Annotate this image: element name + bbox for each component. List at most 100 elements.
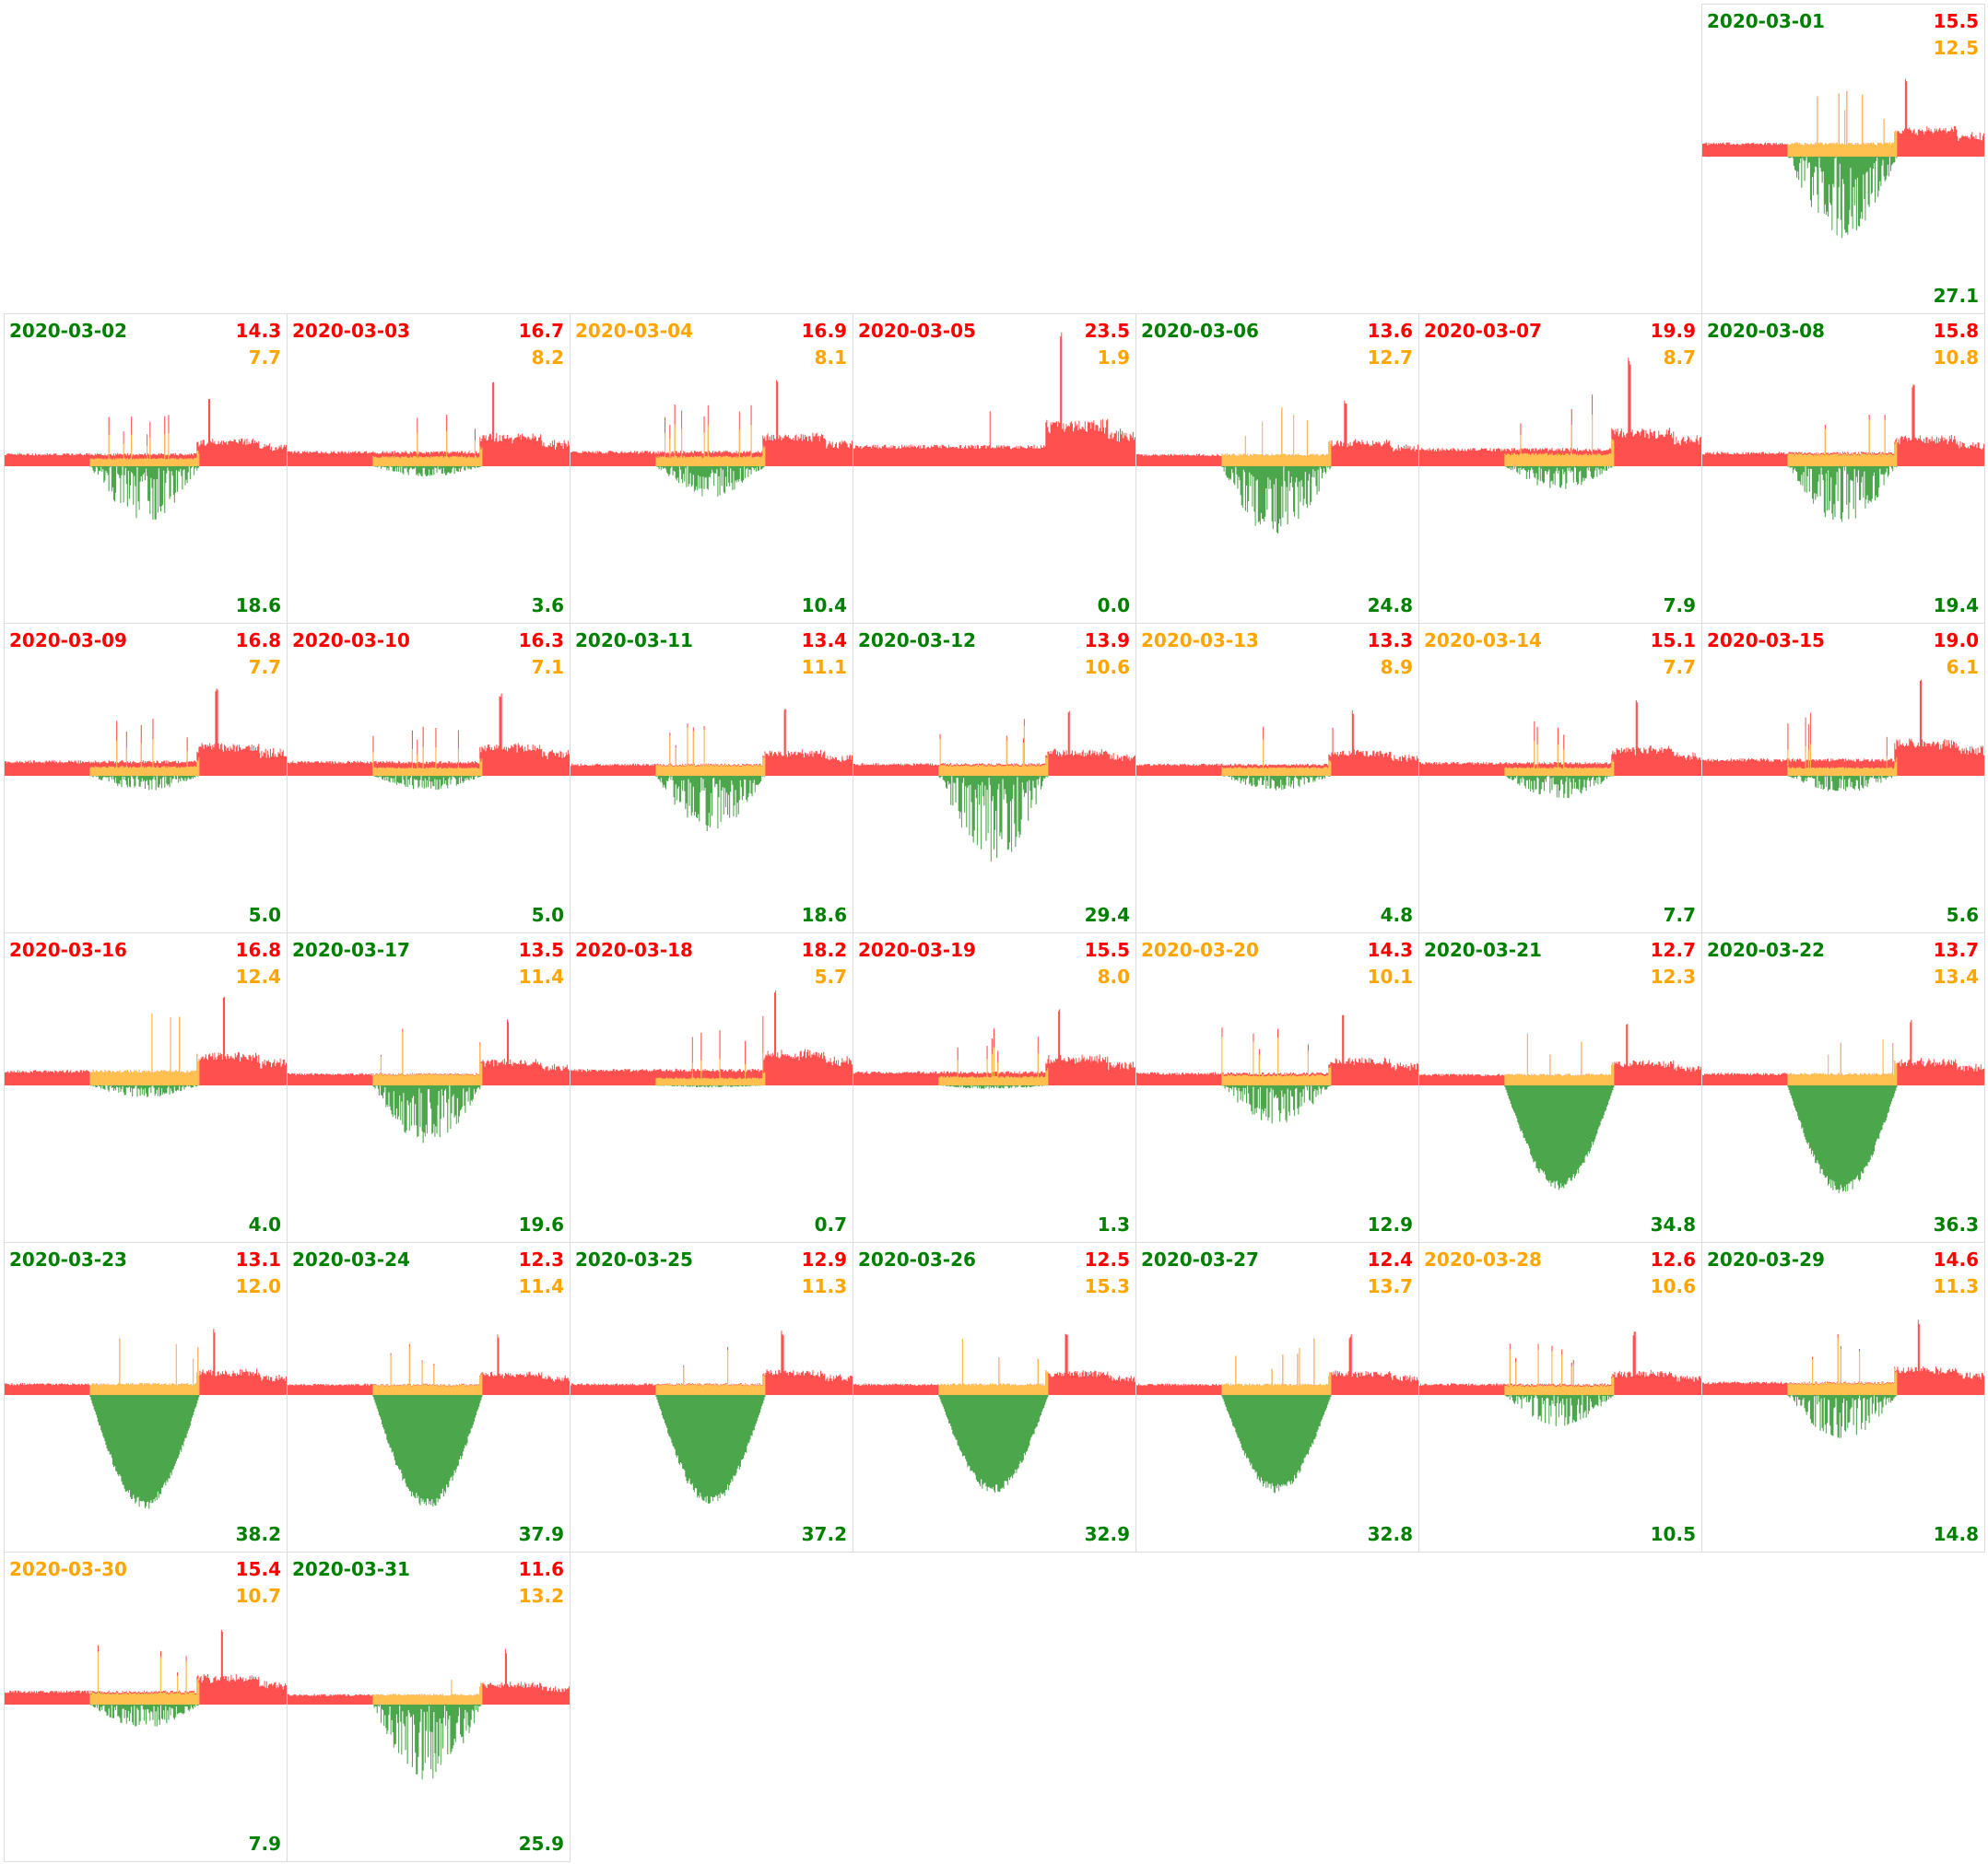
day-cell: 2020-03-19 15.5 8.0 1.3: [853, 932, 1136, 1243]
self-consumption-value: 10.6: [1650, 1275, 1696, 1297]
self-consumption-value: 12.0: [235, 1275, 281, 1297]
day-date-label: 2020-03-02: [9, 320, 127, 342]
production-value: 19.6: [518, 1213, 564, 1236]
self-consumption-value: 1.9: [1097, 346, 1130, 369]
day-chart: [571, 991, 853, 1088]
self-consumption-bars: [1419, 414, 1701, 466]
production-value: 18.6: [235, 594, 281, 616]
day-chart: [571, 709, 853, 831]
day-cell: 2020-03-18 18.2 5.7 0.7: [570, 932, 853, 1243]
day-cell: 2020-03-16 16.8 12.4 4.0: [4, 932, 288, 1243]
consumption-value: 13.6: [1367, 320, 1413, 342]
consumption-value: 15.4: [235, 1558, 281, 1580]
production-value: 5.0: [248, 904, 281, 926]
day-cell: 2020-03-10 16.3 7.1 5.0: [287, 623, 571, 933]
day-date-label: 2020-03-28: [1424, 1249, 1542, 1271]
day-cell: 2020-03-05 23.5 1.9 0.0: [853, 313, 1136, 624]
consumption-bars: [853, 1333, 1135, 1395]
self-consumption-bars: [1702, 1337, 1984, 1395]
self-consumption-bars: [1702, 1038, 1984, 1085]
day-date-label: 2020-03-25: [575, 1249, 693, 1271]
consumption-bars: [853, 710, 1135, 776]
consumption-value: 14.3: [235, 320, 281, 342]
production-bars: [1419, 1085, 1701, 1190]
production-bars: [1136, 776, 1418, 791]
day-chart: [288, 381, 570, 477]
consumption-value: 23.5: [1084, 320, 1130, 342]
production-value: 0.0: [1097, 594, 1130, 616]
production-value: 32.9: [1084, 1523, 1130, 1545]
day-cell: 2020-03-31 11.6 13.2 25.9: [287, 1552, 571, 1862]
day-chart: [1419, 700, 1701, 799]
day-chart: [5, 688, 287, 791]
production-bars: [288, 466, 570, 477]
consumption-value: 12.3: [518, 1249, 564, 1271]
production-bars: [1419, 466, 1701, 489]
production-bars: [571, 1085, 853, 1088]
production-bars: [853, 1085, 1135, 1089]
day-chart: [1419, 1331, 1701, 1426]
day-cell: 2020-03-26 12.5 15.3 32.9: [853, 1242, 1136, 1553]
production-value: 38.2: [235, 1523, 281, 1545]
day-chart: [1702, 78, 1984, 239]
day-chart: [288, 693, 570, 791]
production-bars: [1702, 1395, 1984, 1438]
day-date-label: 2020-03-30: [9, 1558, 127, 1580]
day-chart: [5, 398, 287, 520]
consumption-bars: [5, 1629, 287, 1705]
day-date-label: 2020-03-18: [575, 939, 693, 961]
production-bars: [1702, 466, 1984, 522]
production-bars: [5, 776, 287, 791]
consumption-value: 16.8: [235, 939, 281, 961]
consumption-bars: [1136, 1334, 1418, 1395]
self-consumption-value: 7.1: [531, 656, 564, 678]
day-chart: [5, 1629, 287, 1727]
consumption-bars: [288, 1334, 570, 1395]
consumption-value: 16.9: [801, 320, 847, 342]
production-bars: [1136, 466, 1418, 533]
self-consumption-value: 15.3: [1084, 1275, 1130, 1297]
day-chart: [5, 996, 287, 1097]
day-date-label: 2020-03-20: [1141, 939, 1259, 961]
day-date-label: 2020-03-22: [1707, 939, 1825, 961]
production-bars: [5, 466, 287, 520]
day-date-label: 2020-03-29: [1707, 1249, 1825, 1271]
production-bars: [288, 1705, 570, 1780]
day-date-label: 2020-03-04: [575, 320, 693, 342]
day-date-label: 2020-03-26: [858, 1249, 976, 1271]
consumption-bars: [571, 991, 853, 1085]
self-consumption-bars: [288, 430, 570, 466]
production-value: 27.1: [1933, 285, 1979, 307]
self-consumption-bars: [1136, 407, 1418, 466]
day-cell: 2020-03-14 15.1 7.7 7.7: [1418, 623, 1702, 933]
consumption-bars: [1702, 1020, 1984, 1085]
production-bars: [1419, 1395, 1701, 1426]
consumption-bars: [1419, 358, 1701, 466]
self-consumption-value: 12.5: [1933, 37, 1979, 59]
day-chart: [853, 1333, 1135, 1493]
production-value: 5.6: [1946, 904, 1979, 926]
consumption-value: 18.2: [801, 939, 847, 961]
self-consumption-value: 11.3: [1933, 1275, 1979, 1297]
production-bars: [288, 776, 570, 791]
consumption-bars: [1136, 709, 1418, 776]
consumption-value: 16.3: [518, 629, 564, 651]
day-chart: [1419, 1024, 1701, 1190]
consumption-value: 15.1: [1650, 629, 1696, 651]
day-chart: [1702, 1020, 1984, 1193]
production-value: 29.4: [1084, 904, 1130, 926]
self-consumption-value: 12.4: [235, 966, 281, 988]
consumption-value: 15.8: [1933, 320, 1979, 342]
self-consumption-value: 11.1: [801, 656, 847, 678]
day-date-label: 2020-03-13: [1141, 629, 1259, 651]
consumption-bars: [853, 332, 1135, 466]
self-consumption-value: 7.7: [1663, 656, 1696, 678]
production-value: 18.6: [801, 904, 847, 926]
consumption-bars: [1702, 1319, 1984, 1395]
day-date-label: 2020-03-10: [292, 629, 410, 651]
day-chart: [288, 1648, 570, 1780]
consumption-bars: [1136, 400, 1418, 466]
consumption-bars: [5, 996, 287, 1085]
day-cell: 2020-03-27 12.4 13.7 32.8: [1135, 1242, 1419, 1553]
consumption-value: 19.0: [1933, 629, 1979, 651]
